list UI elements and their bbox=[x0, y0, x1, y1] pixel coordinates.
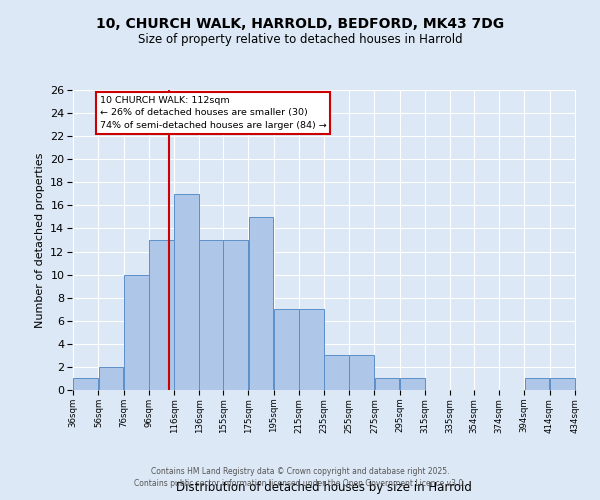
Text: 10, CHURCH WALK, HARROLD, BEDFORD, MK43 7DG: 10, CHURCH WALK, HARROLD, BEDFORD, MK43 … bbox=[96, 18, 504, 32]
Bar bbox=[223, 240, 248, 390]
Bar bbox=[98, 367, 124, 390]
Bar bbox=[149, 240, 174, 390]
Bar bbox=[349, 356, 374, 390]
Text: 10 CHURCH WALK: 112sqm
← 26% of detached houses are smaller (30)
74% of semi-det: 10 CHURCH WALK: 112sqm ← 26% of detached… bbox=[100, 96, 326, 130]
Bar bbox=[124, 274, 149, 390]
Bar bbox=[299, 309, 324, 390]
Bar bbox=[73, 378, 98, 390]
Y-axis label: Number of detached properties: Number of detached properties bbox=[35, 152, 44, 328]
Text: Size of property relative to detached houses in Harrold: Size of property relative to detached ho… bbox=[137, 32, 463, 46]
Bar bbox=[174, 194, 199, 390]
Bar bbox=[274, 309, 299, 390]
Bar bbox=[400, 378, 425, 390]
Bar bbox=[374, 378, 400, 390]
Text: Contains HM Land Registry data © Crown copyright and database right 2025.
Contai: Contains HM Land Registry data © Crown c… bbox=[134, 466, 466, 487]
Bar bbox=[324, 356, 349, 390]
Bar bbox=[524, 378, 550, 390]
X-axis label: Distribution of detached houses by size in Harrold: Distribution of detached houses by size … bbox=[176, 481, 472, 494]
Bar bbox=[550, 378, 575, 390]
Bar bbox=[199, 240, 224, 390]
Bar bbox=[248, 217, 274, 390]
